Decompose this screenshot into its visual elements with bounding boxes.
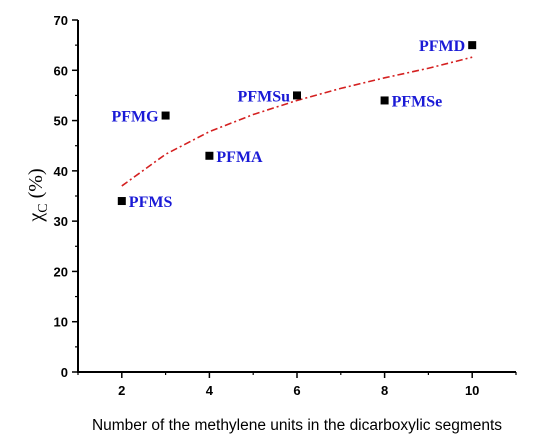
y-tick-label: 50 <box>54 114 68 129</box>
fit-curve-group <box>121 56 473 187</box>
data-point-marker <box>205 151 214 160</box>
y-tick-label: 60 <box>54 63 68 78</box>
y-axis-title-unit: (%) <box>25 168 47 198</box>
x-tick-label: 6 <box>293 383 300 398</box>
y-tick-label: 0 <box>61 365 68 380</box>
x-axis-title: Number of the methylene units in the dic… <box>92 417 502 434</box>
data-point-label: PFMS <box>129 194 173 211</box>
y-axis-title: χC (%) <box>25 168 51 222</box>
y-tick-label: 40 <box>54 164 68 179</box>
data-point-marker <box>380 96 389 105</box>
y-tick-label: 20 <box>54 264 68 279</box>
x-tick-label: 8 <box>381 383 388 398</box>
data-point-label: PFMA <box>216 149 263 166</box>
data-point-label: PFMSe <box>392 93 443 110</box>
x-tick-label: 2 <box>118 383 125 398</box>
y-tick-label: 70 <box>54 13 68 28</box>
data-point-marker <box>117 197 126 206</box>
ticks: 0 10 20 30 40 50 60 70 2 4 6 8 10 <box>54 13 517 398</box>
data-point-marker <box>468 41 477 50</box>
data-points: PFMS PFMG PFMA PFMSu PFMSe PFMD <box>112 38 477 211</box>
x-tick-label: 4 <box>206 383 214 398</box>
y-axis-title-subscript: C <box>36 203 51 212</box>
y-tick-label: 30 <box>54 214 68 229</box>
x-tick-label: 10 <box>465 383 479 398</box>
data-point-label: PFMG <box>112 109 160 126</box>
data-point-label: PFMD <box>419 38 465 55</box>
fit-curve <box>121 56 473 187</box>
y-axis-title-symbol: χ <box>25 213 47 223</box>
data-point-marker <box>161 111 170 120</box>
data-point-marker <box>293 91 301 100</box>
y-tick-label: 10 <box>54 315 68 330</box>
data-point-label: PFMSu <box>238 88 291 105</box>
